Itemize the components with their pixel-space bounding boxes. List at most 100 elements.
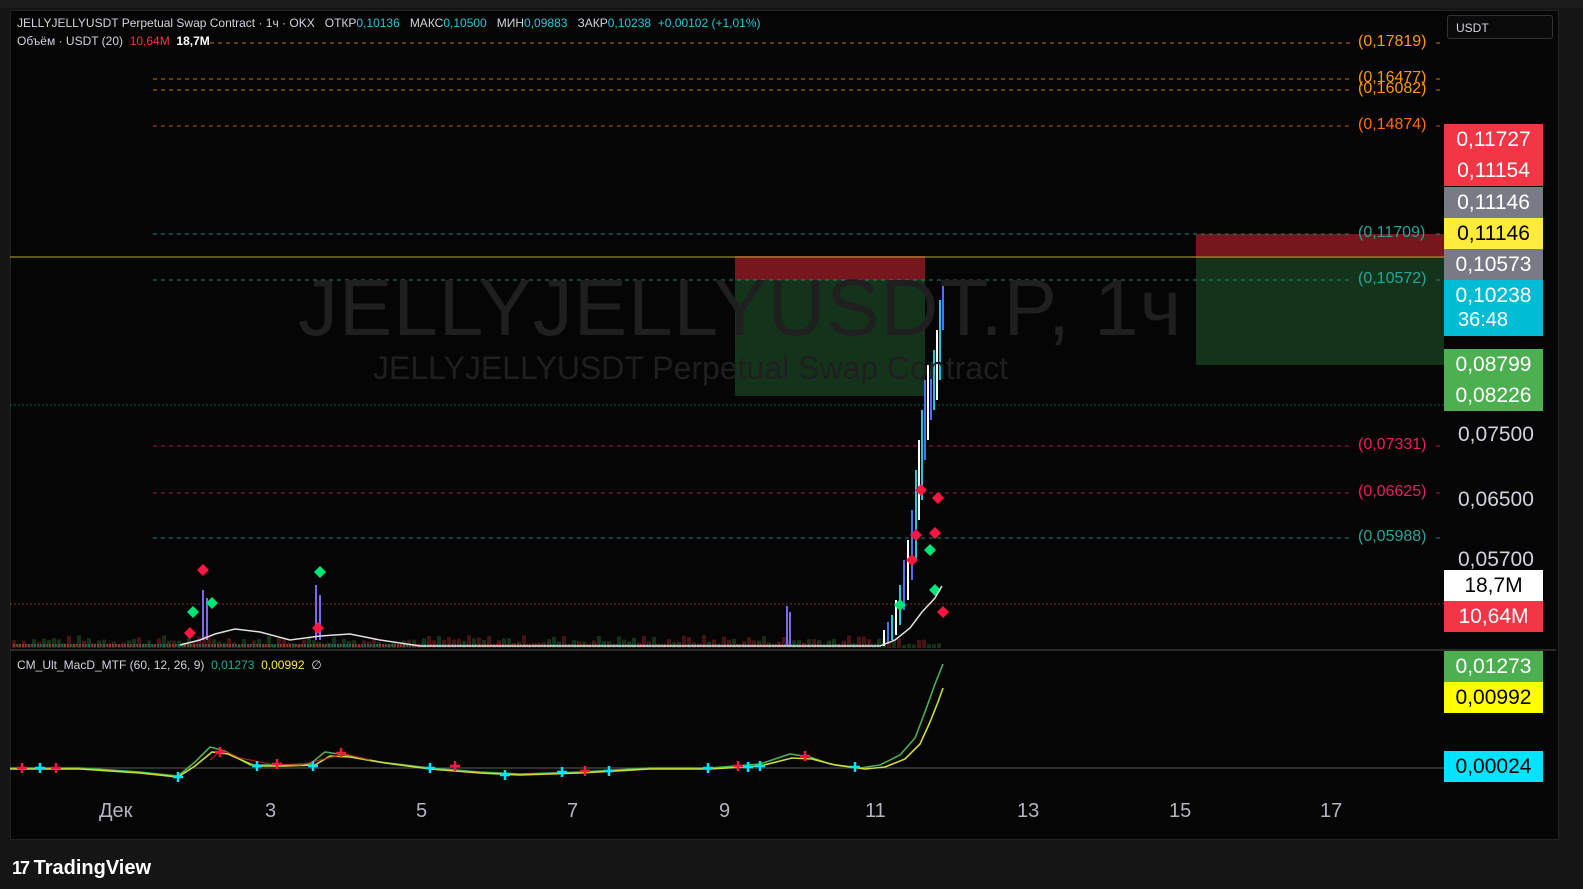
volume-bar bbox=[427, 635, 431, 648]
currency-selector[interactable]: USDT bbox=[1447, 15, 1553, 39]
volume-bar bbox=[667, 639, 671, 648]
signal-diamond bbox=[906, 554, 918, 566]
volume-bar bbox=[857, 636, 861, 648]
volume-bar bbox=[457, 638, 461, 648]
volume-bar bbox=[897, 638, 901, 648]
volume-bar bbox=[227, 638, 231, 648]
volume-box-0: 18,7M bbox=[1444, 570, 1543, 601]
signal-diamond bbox=[915, 484, 927, 496]
volume-bar bbox=[202, 635, 206, 648]
volume-bar bbox=[67, 635, 71, 648]
volume-bar bbox=[452, 639, 456, 648]
time-tick-15: 15 bbox=[1169, 800, 1192, 822]
level-label-6[interactable]: (0,07331) bbox=[1358, 436, 1427, 453]
level-label-3[interactable]: (0,14874) bbox=[1358, 116, 1427, 133]
level-label-0[interactable]: (0,17819) bbox=[1358, 33, 1427, 50]
signal-diamond bbox=[937, 606, 949, 618]
macd-legend[interactable]: CM_Ult_MacD_MTF (60, 12, 26, 9) 0,01273 … bbox=[17, 658, 322, 672]
macd-label: CM_Ult_MacD_MTF (60, 12, 26, 9) bbox=[17, 658, 205, 672]
volume-bar bbox=[832, 638, 836, 648]
volume-bar bbox=[442, 640, 446, 648]
volume-bar bbox=[632, 637, 636, 648]
volume-bar bbox=[602, 640, 606, 648]
volume-bar bbox=[422, 638, 426, 648]
level-label-5[interactable]: (0,10572) bbox=[1358, 270, 1427, 287]
volume-bar bbox=[682, 635, 686, 648]
volume-legend[interactable]: Объём · USDT (20) 10,64M 18,7M bbox=[17, 34, 210, 48]
symbol-title[interactable]: JELLYJELLYUSDT Perpetual Swap Contract ·… bbox=[17, 16, 315, 30]
level-label-2[interactable]: (0,16082) bbox=[1358, 80, 1427, 97]
volume-bar bbox=[42, 638, 46, 648]
volume-bar bbox=[77, 635, 81, 648]
volume-bar bbox=[522, 635, 526, 648]
volume-bar bbox=[292, 643, 296, 648]
long-zone-green-right bbox=[1196, 258, 1444, 365]
volume-bar bbox=[647, 641, 651, 648]
volume-bar bbox=[332, 637, 336, 648]
volume-bar bbox=[827, 640, 831, 648]
level-label-7[interactable]: (0,06625) bbox=[1358, 483, 1427, 500]
signal-diamond bbox=[929, 527, 941, 539]
time-tick-5: 5 bbox=[416, 800, 428, 822]
volume-bar bbox=[172, 640, 176, 648]
volume-bar bbox=[142, 643, 146, 648]
volume-bar bbox=[317, 642, 321, 648]
macd-signal-yellow bbox=[10, 687, 944, 778]
volume-bar bbox=[562, 636, 566, 648]
volume-bar bbox=[877, 638, 881, 648]
volume-bar bbox=[592, 640, 596, 648]
level-label-1[interactable]: (0,16477) bbox=[1358, 69, 1427, 86]
macd-box-2: 0,00024 bbox=[1444, 751, 1543, 782]
volume-bar bbox=[862, 636, 866, 648]
volume-bar bbox=[732, 638, 736, 648]
macd-value-3: ∅ bbox=[311, 658, 322, 672]
volume-bar bbox=[302, 639, 306, 648]
volume-bar bbox=[372, 637, 376, 648]
low-label: МИН bbox=[496, 16, 525, 30]
volume-bar bbox=[112, 641, 116, 648]
price-tick-1: 0,06500 bbox=[1458, 488, 1534, 511]
volume-bar bbox=[162, 635, 166, 648]
volume-bar bbox=[847, 635, 851, 648]
macd-box-1: 0,00992 bbox=[1444, 682, 1543, 713]
volume-bar bbox=[502, 638, 506, 648]
volume-bar bbox=[87, 638, 91, 648]
volume-bar bbox=[867, 639, 871, 648]
volume-bar bbox=[412, 639, 416, 648]
volume-bar bbox=[282, 638, 286, 648]
volume-bar bbox=[287, 642, 291, 648]
volume-bar bbox=[362, 640, 366, 648]
volume-bar bbox=[912, 644, 916, 648]
volume-bar bbox=[617, 636, 621, 648]
volume-bar bbox=[47, 640, 51, 648]
change-value: +0,00102 (+1,01%) bbox=[657, 16, 761, 30]
price-box-1: 0,11154 bbox=[1444, 155, 1543, 186]
volume-bar bbox=[597, 635, 601, 648]
volume-bar bbox=[392, 643, 396, 648]
price-box-6: 0,08799 bbox=[1444, 349, 1543, 380]
volume-bar bbox=[687, 637, 691, 648]
tradingview-logo-text: TradingView bbox=[33, 857, 152, 879]
macd-line-green bbox=[10, 663, 944, 777]
volume-bar bbox=[477, 637, 481, 648]
symbol-legend[interactable]: JELLYJELLYUSDT Perpetual Swap Contract ·… bbox=[17, 16, 761, 30]
volume-bar bbox=[707, 641, 711, 648]
tradingview-logo[interactable]: 17 TradingView bbox=[12, 857, 151, 880]
volume-bar bbox=[922, 639, 926, 648]
volume-bar bbox=[337, 643, 341, 648]
volume-bar bbox=[207, 637, 211, 648]
volume-bar bbox=[752, 640, 756, 648]
level-label-8[interactable]: (0,05988) bbox=[1358, 528, 1427, 545]
volume-bar bbox=[702, 635, 706, 648]
volume-bar bbox=[307, 636, 311, 648]
volume-bar bbox=[552, 636, 556, 648]
volume-bar bbox=[782, 636, 786, 648]
time-tick-11: 11 bbox=[865, 800, 886, 822]
volume-bar bbox=[197, 636, 201, 648]
volume-bar bbox=[902, 644, 906, 648]
volume-bar bbox=[322, 644, 326, 648]
chart-frame[interactable] bbox=[10, 10, 1559, 840]
level-label-4[interactable]: (0,11709) bbox=[1358, 224, 1426, 241]
volume-bar bbox=[127, 640, 131, 648]
